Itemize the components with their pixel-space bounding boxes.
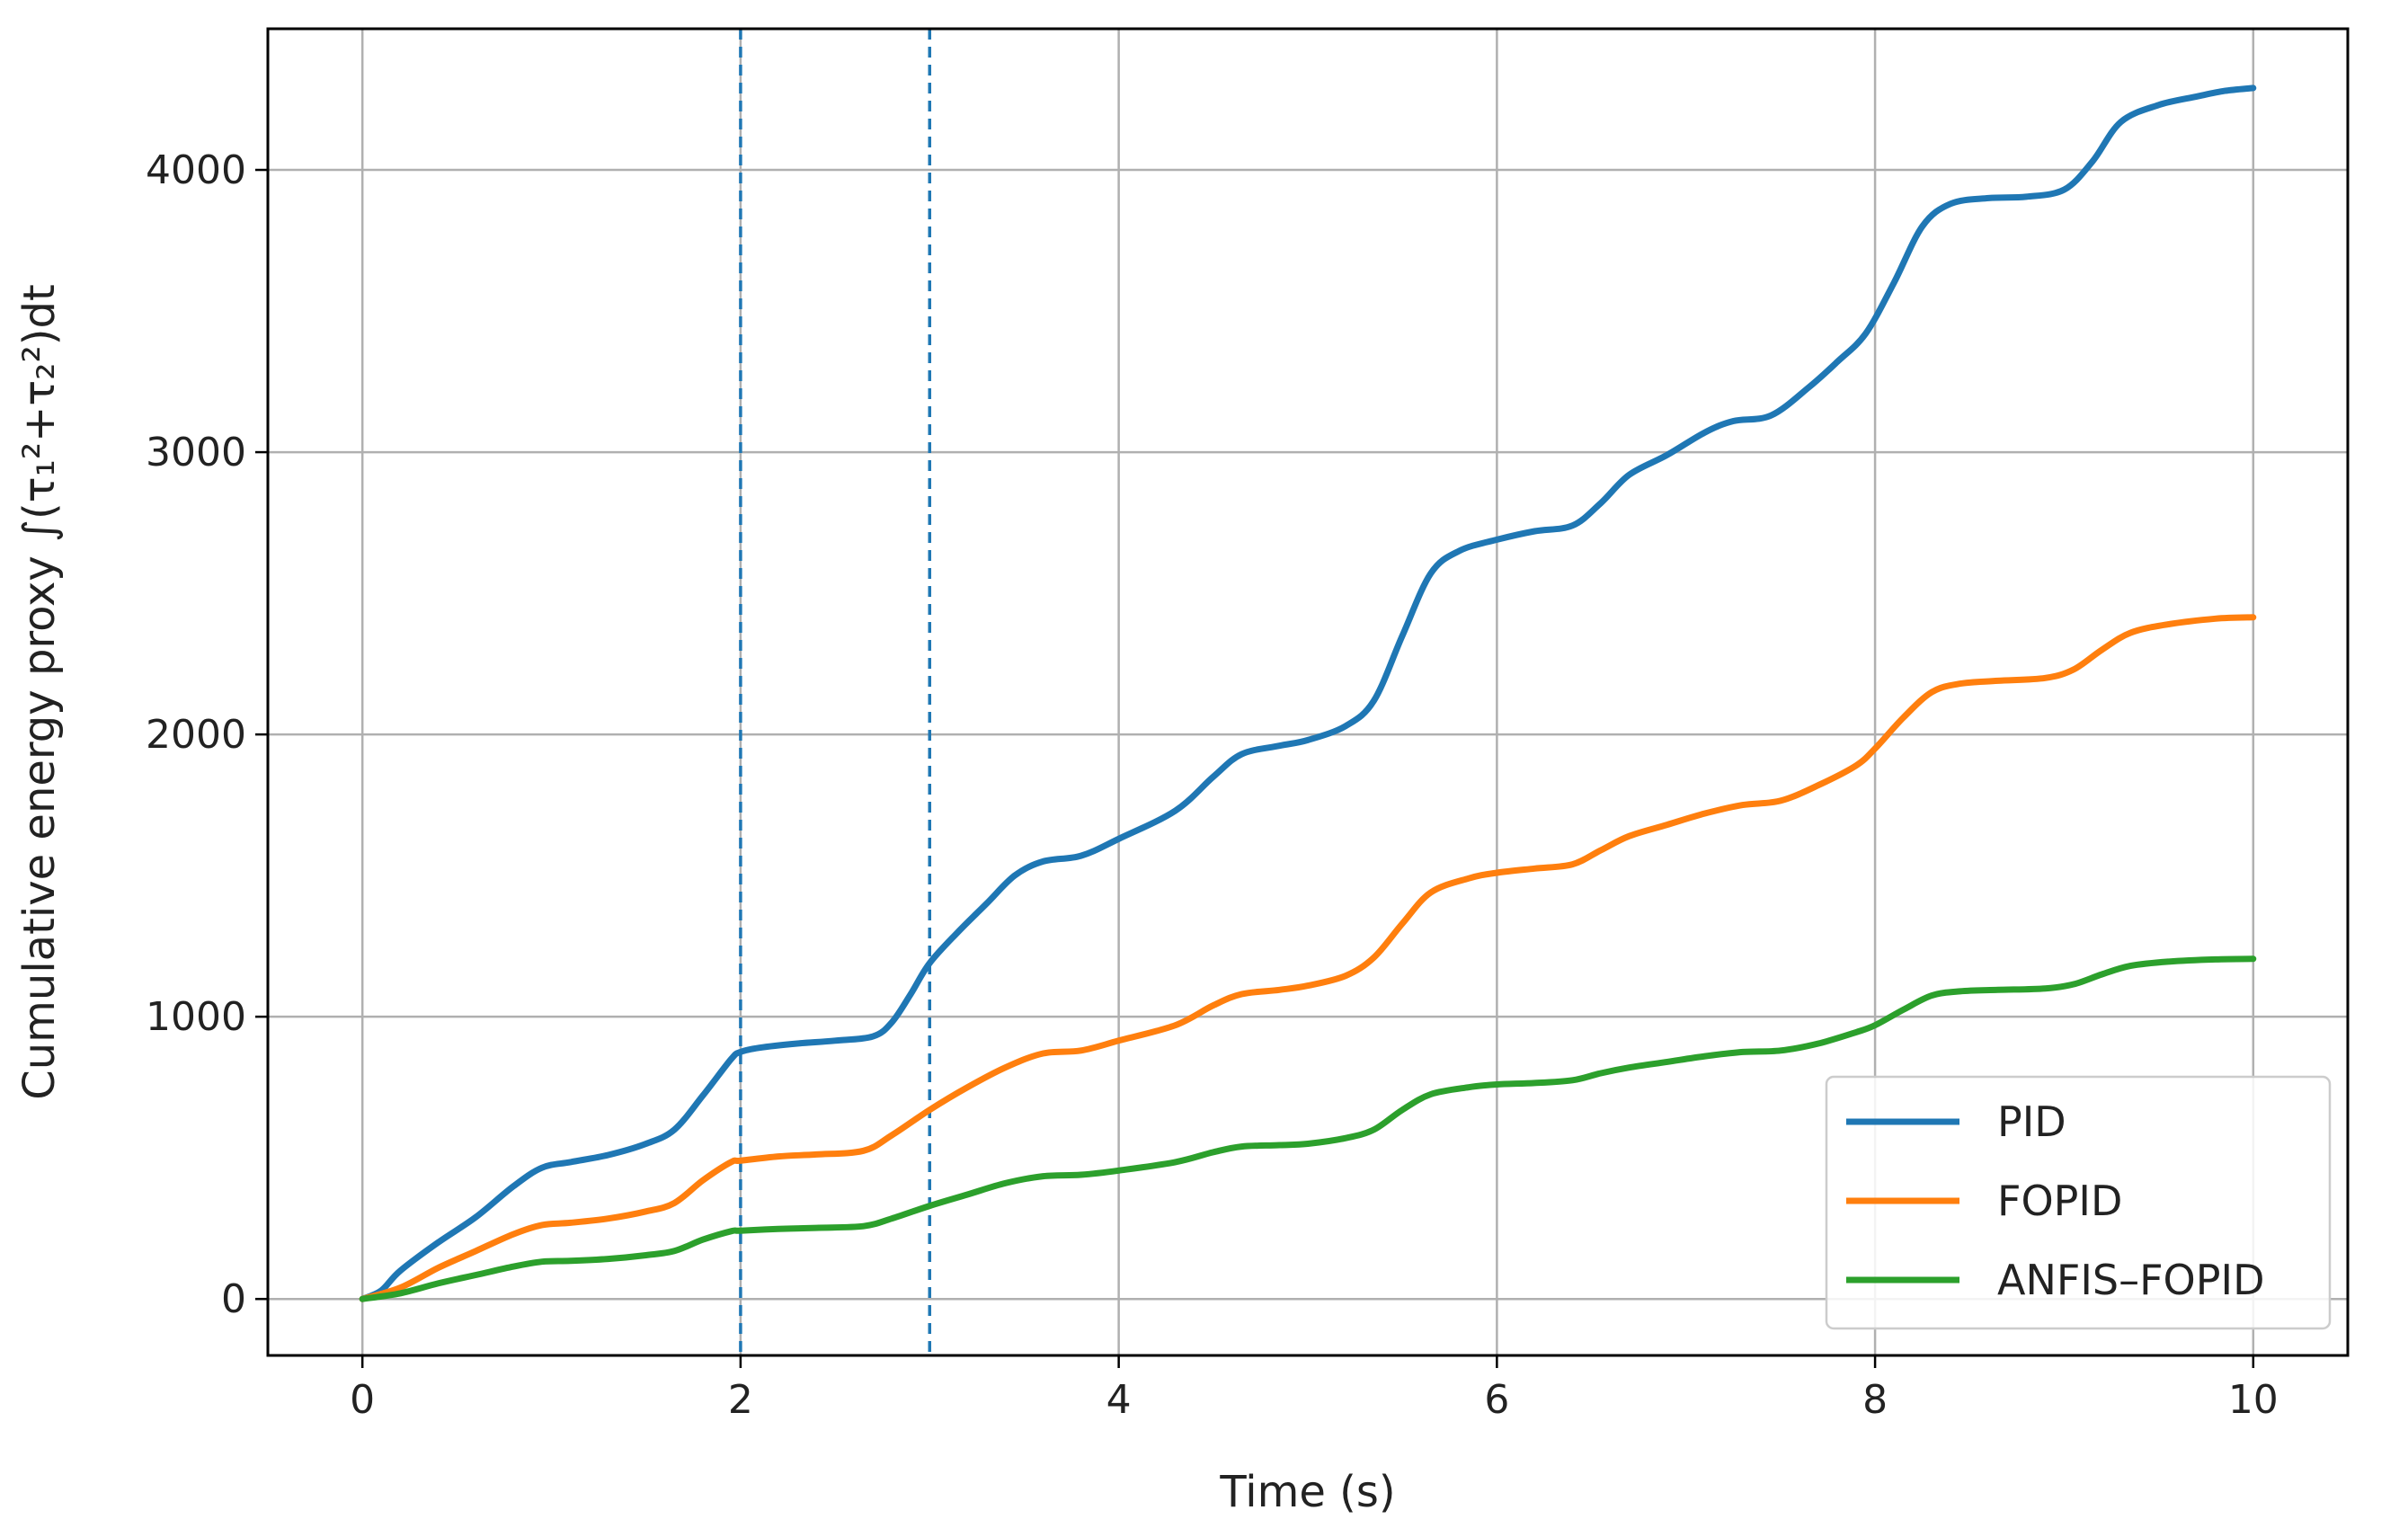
axis-ticks: 0 2 4 6 8 10 0 1000 2000 3000 4000 (146, 147, 2279, 1423)
x-tick-label: 6 (1484, 1377, 1509, 1423)
x-tick-label: 4 (1106, 1377, 1132, 1423)
legend: PID FOPID ANFIS–FOPID (1825, 1075, 2332, 1330)
series-line-pid (359, 84, 2257, 1302)
y-tick-label: 4000 (146, 147, 246, 193)
x-tick-label: 8 (1862, 1377, 1888, 1423)
legend-box (1825, 1075, 2332, 1330)
y-tick-label: 2000 (146, 712, 246, 758)
x-tick-label: 2 (728, 1377, 753, 1423)
legend-label: ANFIS–FOPID (1997, 1256, 2265, 1304)
x-tick-label: 0 (350, 1377, 375, 1423)
legend-label: FOPID (1997, 1177, 2122, 1225)
event-markers (739, 29, 932, 1355)
series-line-fopid (359, 614, 2257, 1302)
x-tick-label: 10 (2228, 1377, 2279, 1423)
series-lines (359, 84, 2257, 1302)
y-tick-label: 0 (221, 1276, 246, 1322)
y-axis-title: Cumulative energy proxy ∫(τ₁²+τ₂²)dt (14, 284, 65, 1100)
plot-frame (266, 27, 2350, 1357)
series-line-anfis-fopid (359, 955, 2257, 1302)
y-tick-label: 3000 (146, 430, 246, 475)
x-axis-title: Time (s) (1219, 1467, 1395, 1517)
legend-label: PID (1997, 1097, 2066, 1146)
y-tick-label: 1000 (146, 994, 246, 1040)
grid (268, 29, 2348, 1355)
